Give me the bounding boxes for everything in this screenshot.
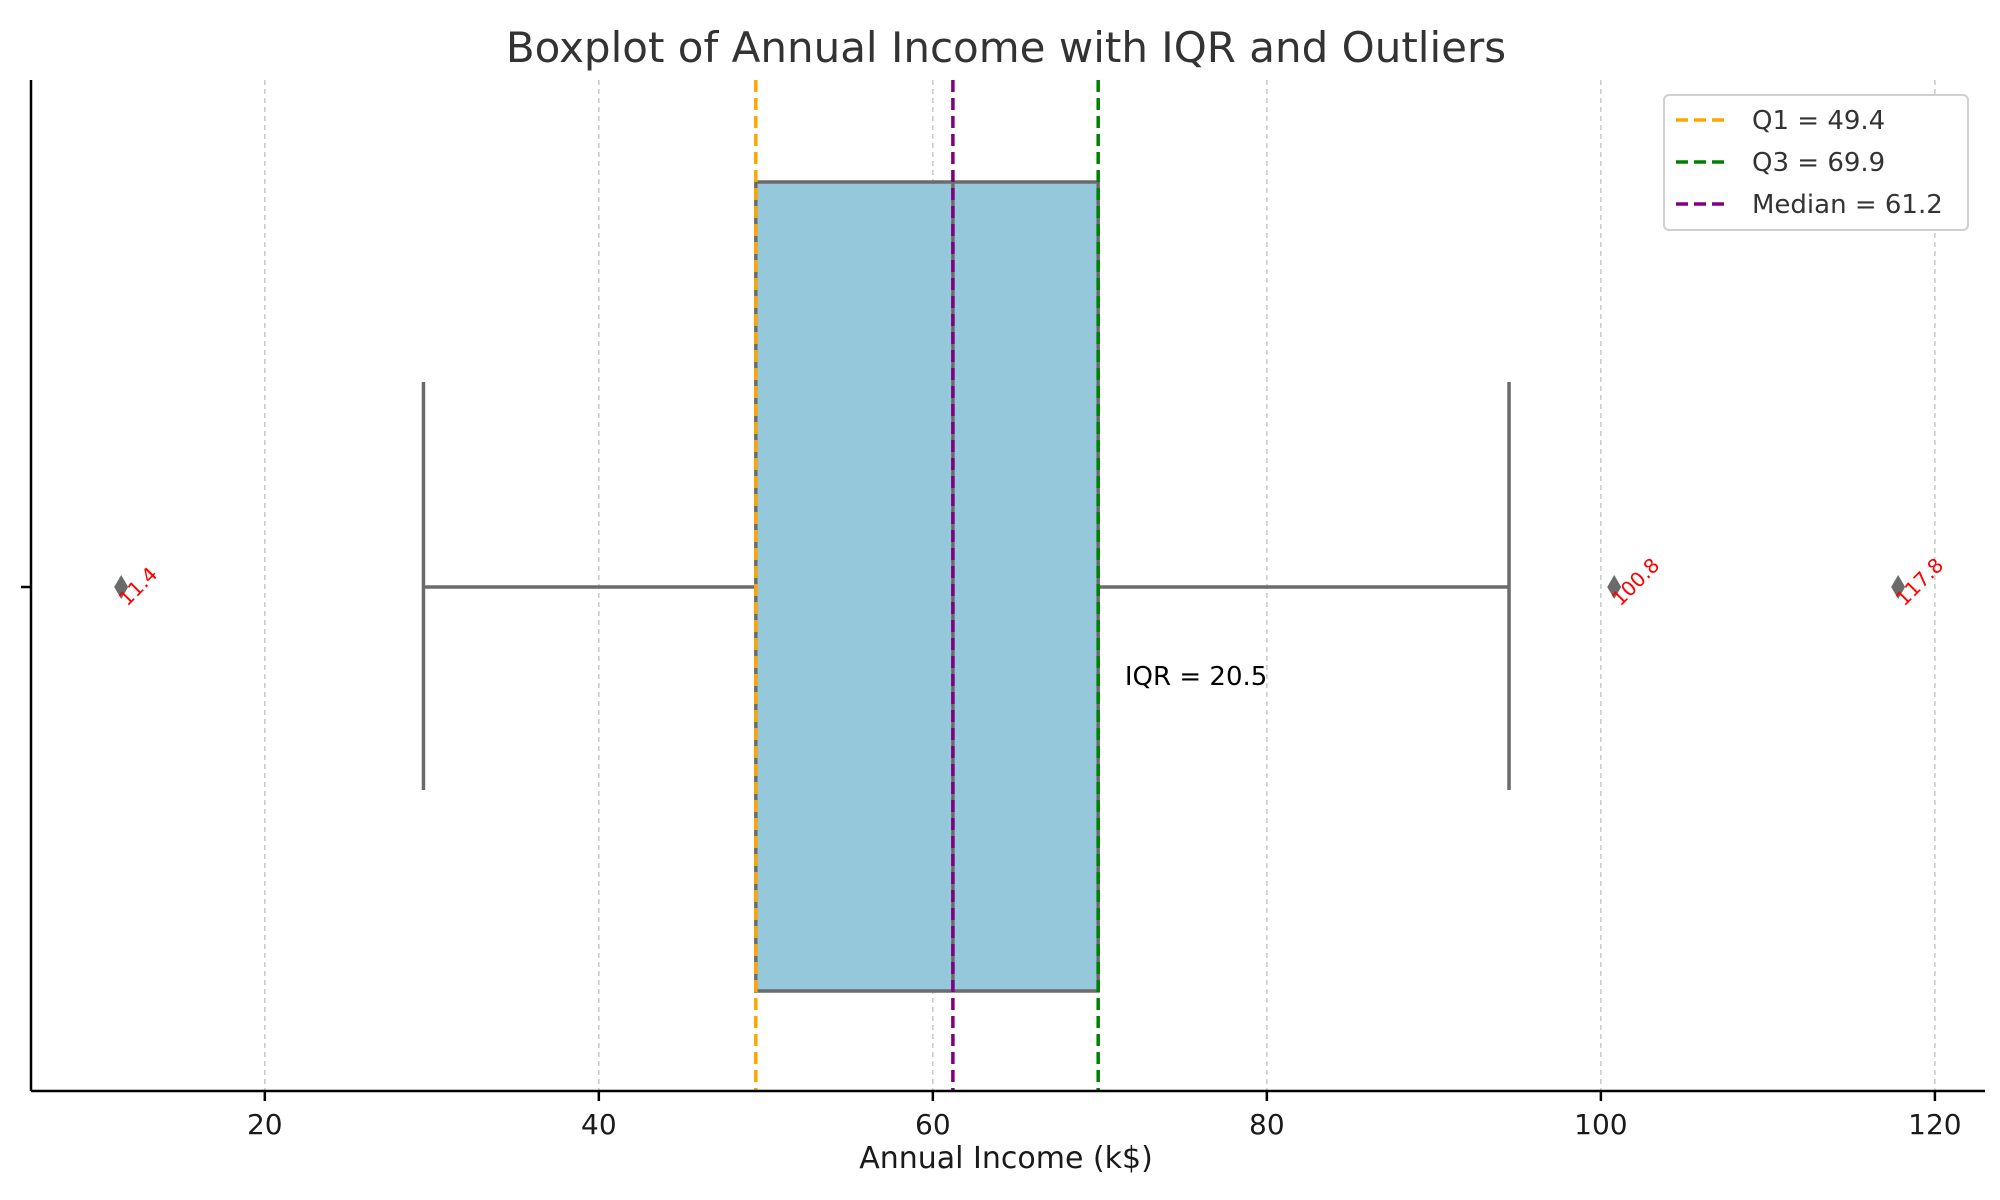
- x-tick-label: 40: [581, 1108, 617, 1141]
- chart-title: Boxplot of Annual Income with IQR and Ou…: [506, 23, 1506, 72]
- x-axis-label: Annual Income (k$): [859, 1141, 1153, 1176]
- legend-entry: Median = 61.2: [1752, 190, 1943, 220]
- x-tick-label: 80: [1249, 1108, 1285, 1141]
- iqr-box: [754, 180, 1100, 993]
- x-tick-label: 20: [247, 1108, 283, 1141]
- x-tick-label: 100: [1574, 1108, 1627, 1141]
- outlier-marker: [1607, 575, 1622, 599]
- legend-entry: Q1 = 49.4: [1752, 106, 1885, 136]
- legend-box: [1663, 94, 1969, 231]
- box-plot-group: [421, 180, 1511, 993]
- reference-lines: IQR = 20.5: [754, 80, 1267, 1091]
- legend: Q1 = 49.4 Q3 = 69.9 Median = 61.2: [1663, 94, 1969, 231]
- outlier-label: 11.4: [114, 562, 162, 610]
- legend-entry: Q3 = 69.9: [1752, 148, 1885, 178]
- iqr-annotation: IQR = 20.5: [1125, 662, 1267, 692]
- x-tick-label: 120: [1908, 1108, 1961, 1141]
- x-tick-label: 60: [915, 1108, 951, 1141]
- outlier-marker: [1891, 575, 1906, 599]
- outlier-marker: [114, 575, 129, 599]
- axes: 20 40 60 80 100 120: [21, 80, 1985, 1141]
